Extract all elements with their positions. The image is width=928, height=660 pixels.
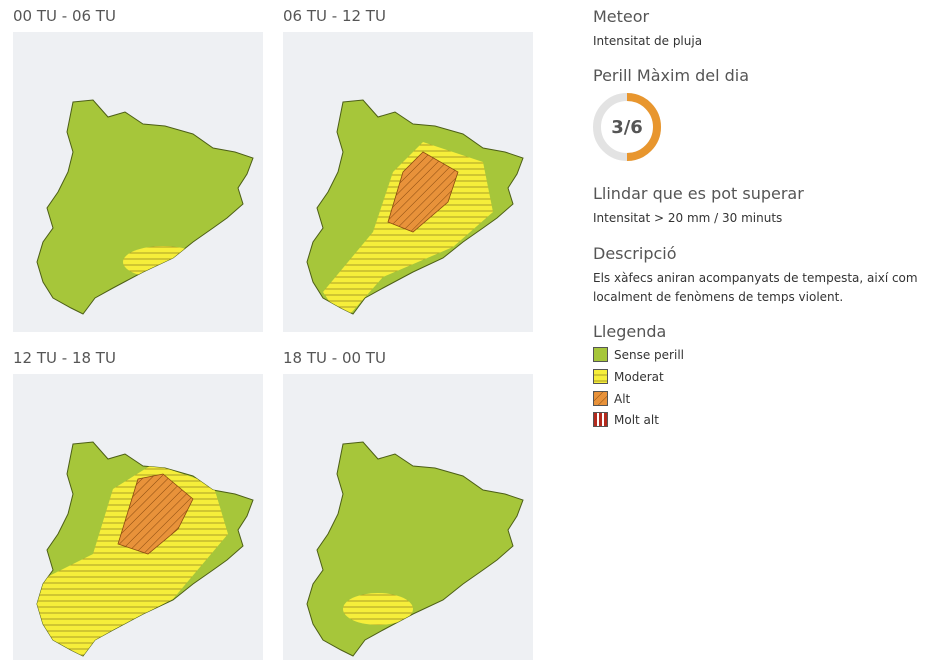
text: Els xàfecs aniran acompanyats de tempest… (593, 271, 918, 304)
map (283, 32, 533, 332)
map (13, 32, 263, 332)
text: Intensitat de pluja (593, 34, 703, 48)
legend-label: Sense perill (614, 347, 684, 362)
gauge-arc (626, 93, 661, 161)
map-title: 00 TU - 06 TU (13, 7, 116, 25)
legend-item: Moderat (593, 369, 664, 384)
heading: Meteor (593, 7, 650, 26)
legend-label: Molt alt (614, 412, 659, 427)
swatch (593, 412, 608, 427)
map (13, 374, 263, 660)
legend-item: Molt alt (593, 412, 659, 427)
map-title: 12 TU - 18 TU (13, 349, 116, 367)
swatch (593, 369, 608, 384)
heading: Llindar que es pot superar (593, 184, 804, 203)
legend-item: Sense perill (593, 347, 684, 362)
heading: Descripció (593, 244, 677, 263)
danger-gauge: 3/6 (593, 93, 661, 161)
gauge-label: 3/6 (611, 117, 643, 138)
heading: Perill Màxim del dia (593, 66, 750, 85)
legend-label: Alt (614, 391, 631, 406)
map (283, 374, 533, 660)
legend-item: Alt (593, 391, 630, 406)
map-title: 06 TU - 12 TU (283, 7, 386, 25)
map-title: 18 TU - 00 TU (283, 349, 386, 367)
swatch (593, 391, 608, 406)
swatch (593, 347, 608, 362)
text: Intensitat > 20 mm / 30 minuts (593, 211, 783, 225)
heading: Llegenda (593, 322, 667, 341)
legend-label: Moderat (614, 369, 664, 384)
